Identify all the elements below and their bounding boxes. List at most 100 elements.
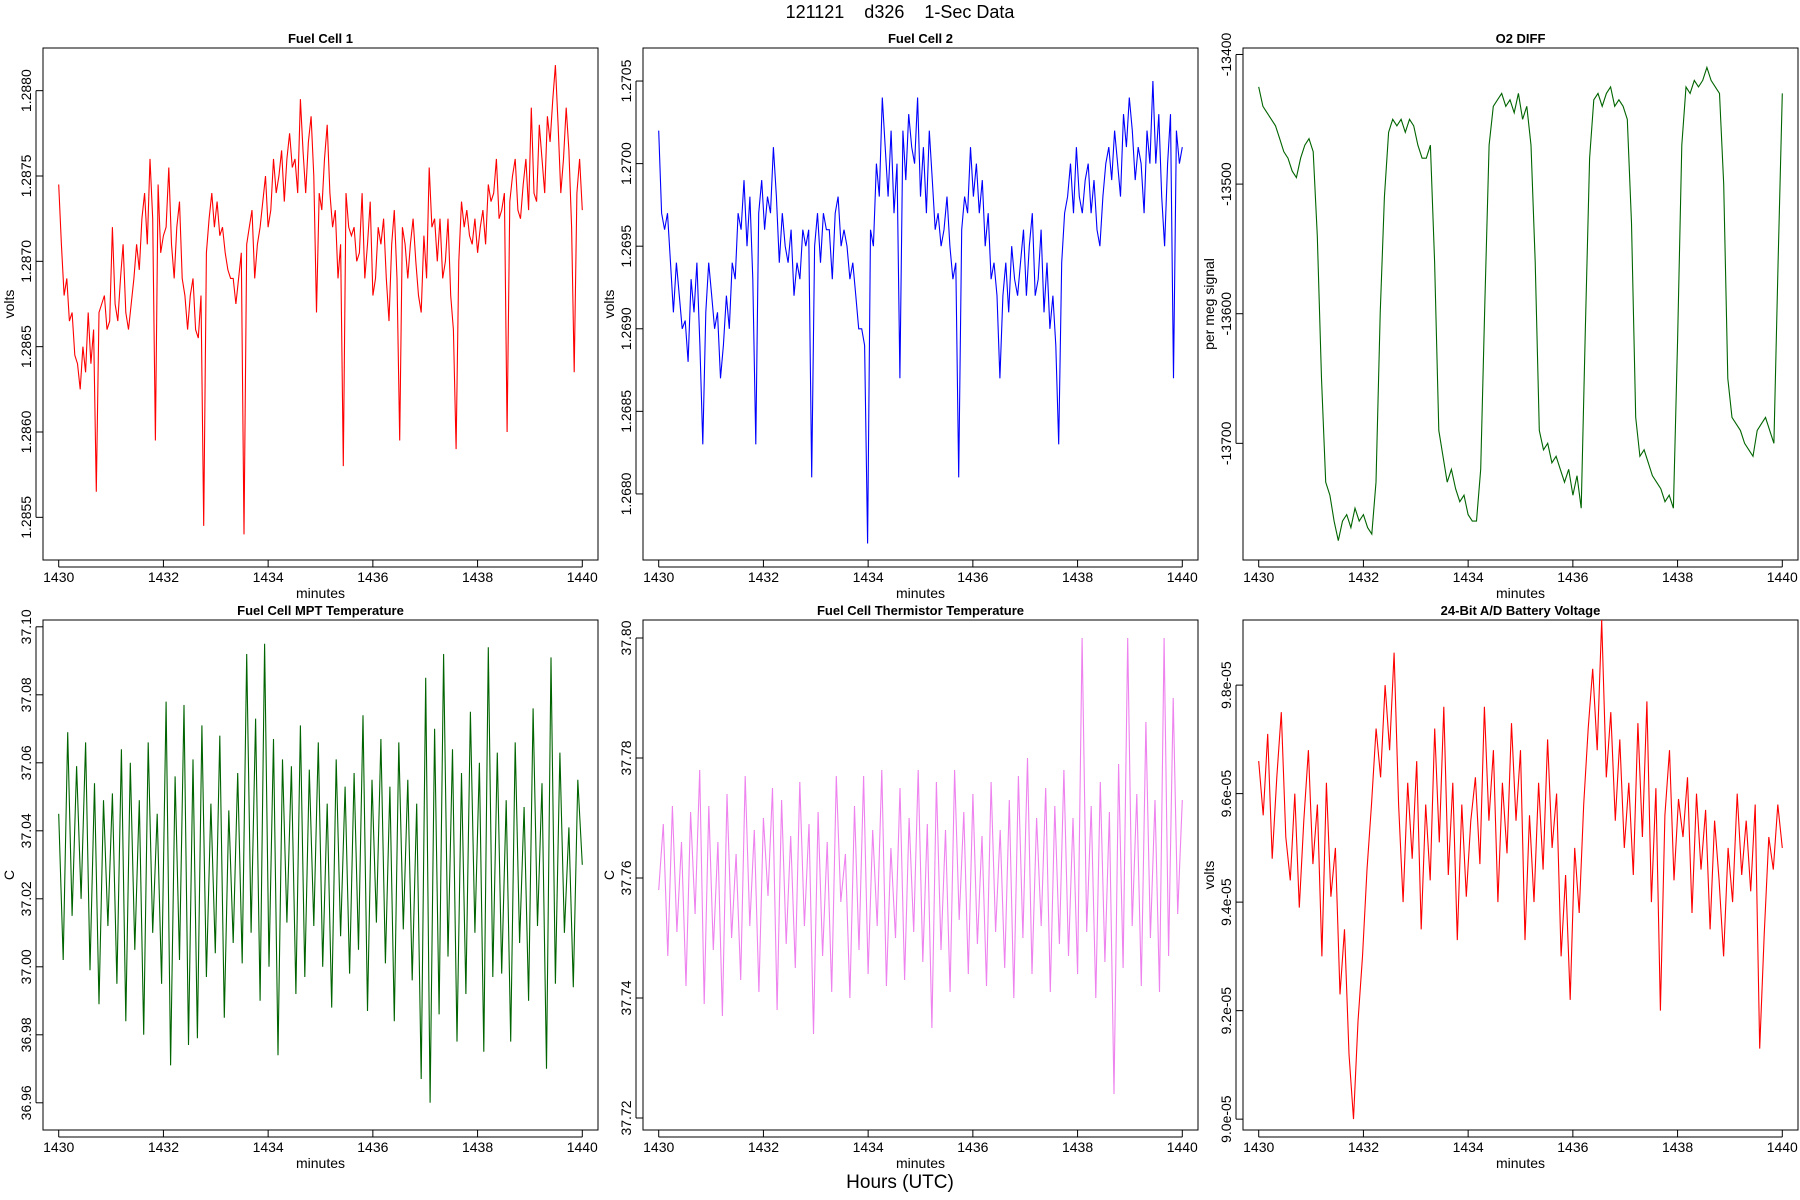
x-tick-label: 1434: [853, 1139, 884, 1155]
x-tick-label: 1438: [1062, 569, 1093, 585]
x-tick-label: 1436: [1557, 1139, 1588, 1155]
y-tick-label: 9.8e-05: [1218, 661, 1234, 709]
x-tick-label: 1440: [1167, 569, 1198, 585]
y-tick-label: 1.2695: [618, 225, 634, 268]
y-tick-label: 37.06: [18, 745, 34, 780]
x-tick-label: 1432: [148, 1139, 179, 1155]
chart-fuel-cell-thermistor-temperature: Fuel Cell Thermistor Temperature 1430 1432…: [601, 603, 1199, 1171]
chart-o2-diff: O2 DIFF 1430 1432 1434 1436 1438 1440 minutes -1…: [1201, 31, 1799, 601]
plot-frame: [642, 619, 1199, 1131]
x-tick-label: 1436: [357, 569, 388, 585]
x-tick-label: 1436: [357, 1139, 388, 1155]
chart-fuel-cell-mpt-temperature: Fuel Cell MPT Temperature 1430 1432 1434 143…: [1, 603, 599, 1171]
y-axis-label: C: [1, 870, 17, 880]
plot-frame: [642, 47, 1199, 561]
x-tick-label: 1430: [43, 1139, 74, 1155]
y-axis-label: volts: [601, 290, 617, 319]
x-tick-label: 1434: [1453, 1139, 1484, 1155]
y-tick-label: 37.00: [18, 949, 34, 984]
y-tick-label: 37.72: [618, 1100, 634, 1135]
y-axis-label: volts: [1201, 861, 1217, 890]
plot-frame: [42, 47, 599, 561]
y-tick-label: 9.0e-05: [1218, 1095, 1234, 1143]
chart-title: Fuel Cell 2: [888, 31, 953, 46]
y-tick-label: 1.2855: [18, 496, 34, 539]
y-tick-label: 1.2860: [18, 410, 34, 453]
y-tick-label: 37.78: [618, 740, 634, 775]
x-axis-label: minutes: [1496, 1155, 1545, 1171]
x-tick-label: 1432: [748, 1139, 779, 1155]
y-tick-label: 1.2870: [18, 240, 34, 283]
x-axis-label: minutes: [1496, 585, 1545, 601]
x-tick-label: 1430: [643, 569, 674, 585]
y-tick-label: 37.80: [618, 620, 634, 655]
chart-fuel-cell-1: Fuel Cell 1 1430 1432 1434 1436 1438 1440 minut…: [1, 31, 599, 601]
y-tick-label: 37.04: [18, 813, 34, 848]
series-line: [1258, 619, 1783, 1120]
y-tick-label: 36.98: [18, 1017, 34, 1052]
x-tick-label: 1434: [253, 569, 284, 585]
chart-fuel-cell-2: Fuel Cell 2 1430 1432 1434 1436 1438 1440 minut…: [601, 31, 1199, 601]
x-tick-label: 1440: [1767, 1139, 1798, 1155]
chart-title: 24-Bit A/D Battery Voltage: [1441, 603, 1601, 618]
y-tick-label: 1.2865: [18, 325, 34, 368]
x-tick-label: 1440: [1167, 1139, 1198, 1155]
y-tick-label: -13600: [1218, 292, 1234, 336]
x-tick-label: 1438: [462, 1139, 493, 1155]
x-tick-label: 1438: [1062, 1139, 1093, 1155]
x-axis-footer-label: Hours (UTC): [846, 1172, 954, 1193]
y-tick-label: -13400: [1218, 32, 1234, 76]
chart-title: Fuel Cell 1: [288, 31, 353, 46]
y-axis-label: per meg signal: [1201, 258, 1217, 350]
x-tick-label: 1430: [1243, 1139, 1274, 1155]
y-tick-label: -13500: [1218, 162, 1234, 206]
y-tick-label: 1.2705: [618, 59, 634, 102]
y-tick-label: 37.08: [18, 677, 34, 712]
x-tick-label: 1434: [1453, 569, 1484, 585]
series-line: [58, 643, 583, 1103]
y-tick-label: 9.4e-05: [1218, 878, 1234, 926]
x-tick-label: 1440: [1767, 569, 1798, 585]
y-tick-label: 9.6e-05: [1218, 770, 1234, 818]
x-axis-label: minutes: [896, 1155, 945, 1171]
x-tick-label: 1430: [1243, 569, 1274, 585]
y-tick-label: 1.2875: [18, 154, 34, 197]
chart-title: O2 DIFF: [1496, 31, 1546, 46]
y-axis-label: volts: [1, 290, 17, 319]
y-tick-label: 37.76: [618, 860, 634, 895]
x-tick-label: 1438: [1662, 1139, 1693, 1155]
y-tick-label: 1.2880: [18, 69, 34, 112]
x-tick-label: 1438: [462, 569, 493, 585]
plot-frame: [1242, 619, 1799, 1131]
x-axis-label: minutes: [896, 585, 945, 601]
page-title: 121121 d326 1-Sec Data: [785, 2, 1015, 22]
x-tick-label: 1434: [253, 1139, 284, 1155]
x-tick-label: 1440: [567, 1139, 598, 1155]
x-tick-label: 1432: [148, 569, 179, 585]
x-tick-label: 1436: [1557, 569, 1588, 585]
x-tick-label: 1436: [957, 569, 988, 585]
y-tick-label: 1.2685: [618, 390, 634, 433]
plot-frame: [42, 619, 599, 1131]
y-tick-label: -13700: [1218, 421, 1234, 465]
y-tick-label: 9.2e-05: [1218, 987, 1234, 1035]
x-tick-label: 1434: [853, 569, 884, 585]
plot-frame: [1242, 47, 1799, 561]
series-line: [58, 65, 583, 535]
y-tick-label: 1.2680: [618, 472, 634, 515]
y-tick-label: 1.2700: [618, 142, 634, 185]
x-tick-label: 1430: [643, 1139, 674, 1155]
series-line: [1258, 65, 1783, 541]
x-tick-label: 1430: [43, 569, 74, 585]
chart-battery-voltage: 24-Bit A/D Battery Voltage 1430 1432 1434 14…: [1201, 603, 1799, 1171]
x-axis-label: minutes: [296, 585, 345, 601]
x-tick-label: 1432: [1348, 1139, 1379, 1155]
series-line: [658, 637, 1183, 1095]
x-tick-label: 1440: [567, 569, 598, 585]
series-line: [658, 80, 1183, 544]
y-tick-label: 37.74: [618, 980, 634, 1015]
y-tick-label: 37.02: [18, 881, 34, 916]
x-tick-label: 1436: [957, 1139, 988, 1155]
x-tick-label: 1438: [1662, 569, 1693, 585]
chart-title: Fuel Cell Thermistor Temperature: [817, 603, 1024, 618]
